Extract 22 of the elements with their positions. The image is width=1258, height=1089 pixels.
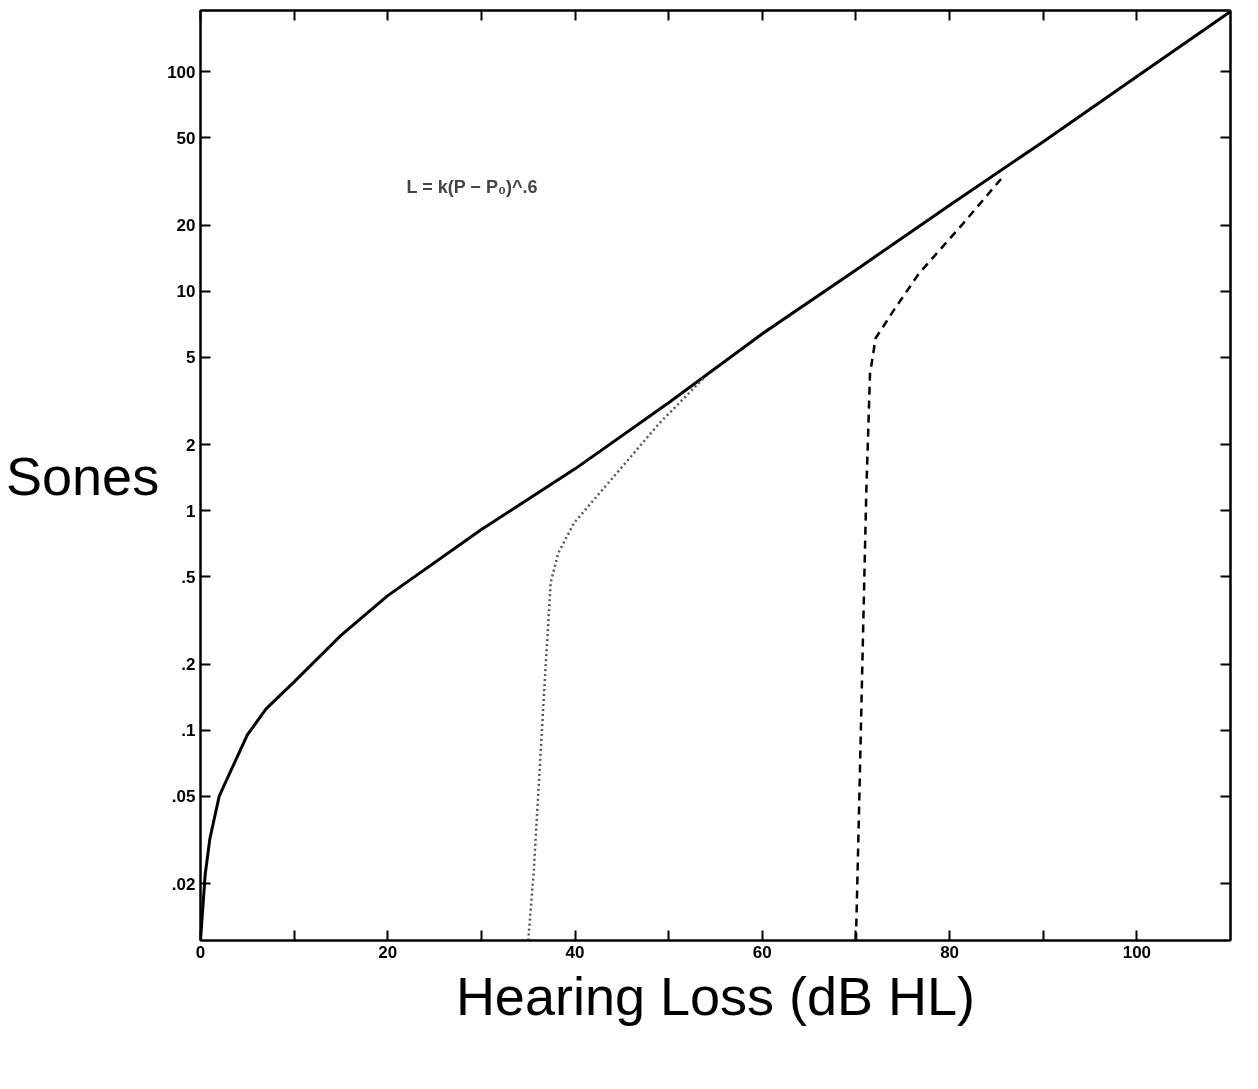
x-tick-label: 80	[940, 942, 960, 962]
line-series	[526, 377, 705, 941]
x-tick-label: 40	[565, 942, 585, 962]
y-tick-label: 2	[186, 435, 196, 455]
x-tick-label: 60	[752, 942, 772, 962]
y-tick-label: 20	[176, 216, 196, 236]
x-tick-label: 20	[378, 942, 398, 962]
y-tick-label: .02	[171, 874, 196, 894]
y-tick-label: 1	[186, 501, 196, 521]
annotation: L = k(P − P₀)^.6	[406, 176, 538, 197]
y-tick-label: .05	[171, 787, 196, 807]
y-axis-title: Sones	[6, 445, 160, 506]
y-tick-label: .5	[181, 567, 196, 587]
y-tick-label: 100	[167, 62, 196, 82]
x-tick-label: 100	[1122, 942, 1152, 962]
y-tick-label: 10	[176, 282, 196, 302]
y-tick-label: .2	[181, 655, 196, 675]
y-tick-label: .1	[181, 721, 196, 741]
y-tick-label: 50	[176, 128, 196, 148]
y-tick-label: 5	[186, 348, 196, 368]
x-tick-label: 0	[195, 942, 206, 962]
x-axis-title: Hearing Loss (dB HL)	[455, 965, 976, 1026]
